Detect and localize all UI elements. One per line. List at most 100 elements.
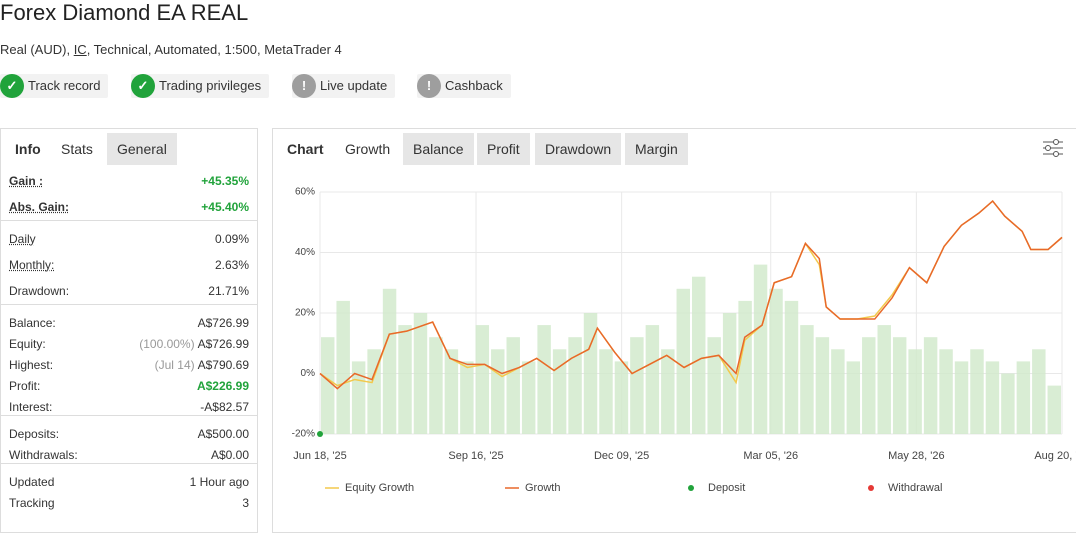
stat-row: Deposits: A$500.00 xyxy=(9,425,249,443)
stat-number: A$790.69 xyxy=(197,358,249,372)
stat-label: Equity: xyxy=(9,337,46,351)
activity-bar xyxy=(970,349,984,434)
activity-bar xyxy=(1047,385,1061,434)
stat-row: Updated 1 Hour ago xyxy=(9,473,249,491)
title: Forex Diamond EA REAL xyxy=(0,0,249,25)
tab[interactable]: Growth xyxy=(335,133,401,165)
badge-icon: ✓ xyxy=(0,74,24,98)
stat-label: Drawdown: xyxy=(9,284,70,298)
y-tick-label: 0% xyxy=(301,368,316,379)
activity-bar xyxy=(738,300,752,434)
stat-row: Daily 0.09% xyxy=(9,230,249,248)
activity-bar xyxy=(367,349,381,434)
stat-row: Abs. Gain: +45.40% xyxy=(9,198,249,216)
activity-bar xyxy=(1032,349,1046,434)
stat-value: A$0.00 xyxy=(211,446,249,464)
stat-value: 2.63% xyxy=(215,256,249,274)
stat-number: +45.40% xyxy=(201,200,249,214)
stat-value: -A$82.57 xyxy=(200,398,249,416)
stat-note: (Jul 14) xyxy=(154,358,195,372)
separator xyxy=(1,415,257,416)
badge[interactable]: ! Cashback xyxy=(417,74,511,98)
activity-bar xyxy=(413,313,428,434)
stat-number: 3 xyxy=(242,496,249,510)
chart-label: Chart xyxy=(287,141,324,157)
text: Real (AUD), xyxy=(0,42,74,57)
stat-number: 1 Hour ago xyxy=(189,475,249,489)
activity-bar xyxy=(645,325,660,434)
activity-bar xyxy=(707,337,721,434)
stat-value: 21.71% xyxy=(208,282,249,300)
stat-label: Balance: xyxy=(9,316,56,330)
activity-bar xyxy=(815,337,830,434)
legend-label: Equity Growth xyxy=(345,482,414,494)
activity-bar xyxy=(444,349,459,434)
stat-row: Drawdown: 21.71% xyxy=(9,282,249,300)
stat-value: A$726.99 xyxy=(198,314,249,332)
y-tick-label: 40% xyxy=(295,247,315,258)
stat-number: +45.35% xyxy=(201,174,249,188)
tab[interactable]: Stats xyxy=(51,133,103,165)
activity-bar xyxy=(583,313,598,434)
badge-label: Cashback xyxy=(445,78,503,93)
activity-bar xyxy=(506,337,520,434)
activity-bar xyxy=(923,337,938,434)
x-tick-label: Jun 18, '25 xyxy=(293,450,346,462)
activity-bar xyxy=(985,361,1000,434)
tab: Info xyxy=(5,133,51,165)
activity-bar xyxy=(892,337,907,434)
settings-icon[interactable] xyxy=(1042,137,1064,159)
tab[interactable]: Drawdown xyxy=(535,133,622,165)
legend-label: Deposit xyxy=(708,482,745,494)
stat-label: Tracking xyxy=(9,496,55,510)
stat-row: Monthly: 2.63% xyxy=(9,256,249,274)
activity-bar xyxy=(753,264,768,434)
legend-label: Withdrawal xyxy=(888,482,942,494)
activity-bar xyxy=(831,349,845,434)
badge-label: Track record xyxy=(28,78,101,93)
activity-bar xyxy=(784,300,799,434)
badge-label: Live update xyxy=(320,78,388,93)
activity-bar xyxy=(537,325,551,434)
separator xyxy=(1,304,257,305)
stat-value: (100.00%) A$726.99 xyxy=(139,335,249,353)
y-tick-label: 60% xyxy=(295,187,315,198)
x-tick-label: May 28, '26 xyxy=(888,450,945,462)
x-tick-label: Sep 16, '25 xyxy=(448,450,503,462)
badge-icon: ! xyxy=(292,74,316,98)
stat-value: 0.09% xyxy=(215,230,249,248)
tab[interactable]: Margin xyxy=(625,133,688,165)
badge[interactable]: ✓ Track record xyxy=(0,74,109,98)
activity-bar xyxy=(630,337,644,434)
stat-label: Profit: xyxy=(9,379,41,393)
stat-note: (100.00%) xyxy=(139,337,195,351)
activity-bar xyxy=(769,288,783,434)
stat-label: Updated xyxy=(9,475,55,489)
separator xyxy=(1,463,257,464)
stat-label: Abs. Gain: xyxy=(9,200,70,214)
tab[interactable]: General xyxy=(107,133,177,165)
tab[interactable]: Balance xyxy=(403,133,474,165)
activity-bar xyxy=(676,288,690,434)
activity-bar xyxy=(475,325,490,434)
stat-label: Withdrawals: xyxy=(9,448,78,462)
activity-bar xyxy=(599,349,613,434)
stat-value: (Jul 14) A$790.69 xyxy=(155,356,249,374)
legend-label: Growth xyxy=(525,482,560,494)
activity-bar xyxy=(661,349,675,434)
tab[interactable]: Profit xyxy=(477,133,530,165)
broker-link[interactable]: IC xyxy=(73,42,87,57)
activity-bar xyxy=(692,276,706,434)
stat-label: Highest: xyxy=(9,358,54,372)
stat-row: Balance: A$726.99 xyxy=(9,314,249,332)
activity-bar xyxy=(552,349,567,434)
activity-bar xyxy=(491,349,505,434)
stat-number: 0.09% xyxy=(214,232,249,246)
stat-label: Interest: xyxy=(9,400,53,414)
activity-bar xyxy=(321,337,335,434)
stat-number: A$226.99 xyxy=(196,379,249,393)
badge[interactable]: ✓ Trading privileges xyxy=(131,74,270,98)
badge[interactable]: ! Live update xyxy=(292,74,396,98)
activity-bar xyxy=(521,361,536,434)
